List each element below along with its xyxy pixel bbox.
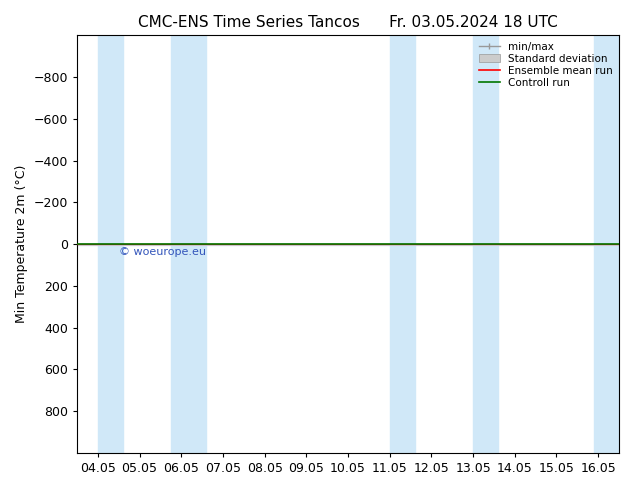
Bar — [98, 35, 123, 453]
Title: CMC-ENS Time Series Tancos      Fr. 03.05.2024 18 UTC: CMC-ENS Time Series Tancos Fr. 03.05.202… — [138, 15, 558, 30]
Y-axis label: Min Temperature 2m (°C): Min Temperature 2m (°C) — [15, 165, 28, 323]
Text: © woeurope.eu: © woeurope.eu — [119, 246, 206, 257]
Bar — [171, 35, 206, 453]
Bar — [594, 35, 619, 453]
Bar — [390, 35, 415, 453]
Bar — [473, 35, 498, 453]
Legend: min/max, Standard deviation, Ensemble mean run, Controll run: min/max, Standard deviation, Ensemble me… — [475, 37, 617, 92]
